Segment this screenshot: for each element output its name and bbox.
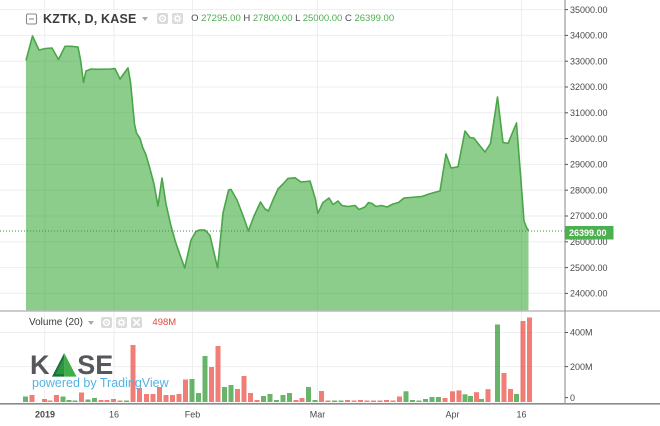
svg-text:400M: 400M <box>570 328 593 338</box>
svg-text:31000.00: 31000.00 <box>570 108 608 118</box>
svg-text:32000.00: 32000.00 <box>570 82 608 92</box>
svg-text:200M: 200M <box>570 362 593 372</box>
svg-text:16: 16 <box>516 410 526 420</box>
svg-text:16: 16 <box>109 410 119 420</box>
svg-text:30000.00: 30000.00 <box>570 134 608 144</box>
svg-text:28000.00: 28000.00 <box>570 185 608 195</box>
svg-text:24000.00: 24000.00 <box>570 289 608 299</box>
svg-text:2019: 2019 <box>35 410 55 420</box>
svg-text:Apr: Apr <box>445 410 459 420</box>
svg-text:Mar: Mar <box>310 410 326 420</box>
svg-text:27000.00: 27000.00 <box>570 211 608 221</box>
svg-text:34000.00: 34000.00 <box>570 31 608 41</box>
svg-text:0: 0 <box>570 393 575 403</box>
svg-text:Feb: Feb <box>185 410 201 420</box>
svg-text:35000.00: 35000.00 <box>570 5 608 15</box>
svg-text:25000.00: 25000.00 <box>570 263 608 273</box>
svg-text:33000.00: 33000.00 <box>570 56 608 66</box>
svg-text:29000.00: 29000.00 <box>570 160 608 170</box>
svg-text:26399.00: 26399.00 <box>569 228 607 238</box>
svg-text:26000.00: 26000.00 <box>570 237 608 247</box>
